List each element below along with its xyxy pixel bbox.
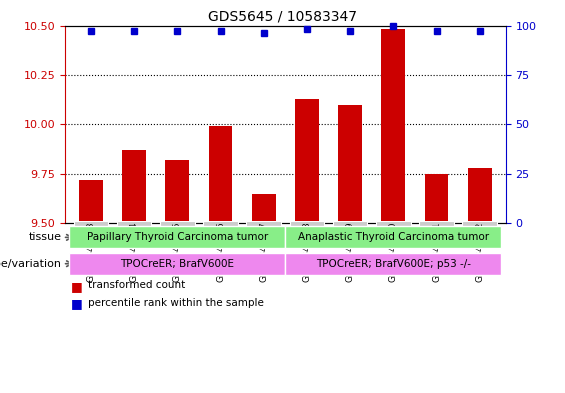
Bar: [425, 174, 449, 223]
Bar: [468, 168, 492, 223]
Text: GSM1348738: GSM1348738: [302, 222, 311, 282]
Text: GSM1348733: GSM1348733: [86, 222, 95, 282]
Bar: [463, 221, 497, 227]
Text: transformed count: transformed count: [88, 280, 185, 290]
Bar: [208, 127, 232, 223]
Bar: [79, 180, 103, 223]
Bar: [73, 221, 108, 227]
Bar: [122, 150, 146, 223]
Bar: [246, 221, 281, 227]
Bar: [333, 221, 367, 227]
Text: GSM1348737: GSM1348737: [259, 222, 268, 282]
Bar: [290, 221, 324, 227]
Text: GSM1348739: GSM1348739: [346, 222, 355, 282]
Bar: [376, 221, 411, 227]
Bar: [203, 221, 238, 227]
Text: GSM1348734: GSM1348734: [129, 222, 138, 282]
Text: GDS5645 / 10583347: GDS5645 / 10583347: [208, 10, 357, 24]
Bar: [285, 253, 501, 275]
Bar: [381, 29, 405, 223]
Bar: [338, 105, 362, 223]
Bar: [160, 221, 194, 227]
Text: TPOCreER; BrafV600E; p53 -/-: TPOCreER; BrafV600E; p53 -/-: [316, 259, 471, 269]
Bar: [69, 253, 285, 275]
Text: GSM1348741: GSM1348741: [432, 222, 441, 282]
Text: GSM1348736: GSM1348736: [216, 222, 225, 282]
Bar: [117, 221, 151, 227]
Bar: [419, 221, 454, 227]
Text: genotype/variation: genotype/variation: [0, 259, 62, 269]
Bar: [285, 226, 501, 248]
Bar: [252, 194, 276, 223]
Bar: [69, 226, 285, 248]
Text: percentile rank within the sample: percentile rank within the sample: [88, 298, 263, 307]
Text: GSM1348735: GSM1348735: [173, 222, 182, 282]
Bar: [295, 99, 319, 223]
Text: GSM1348740: GSM1348740: [389, 222, 398, 282]
Bar: [166, 160, 189, 223]
Text: Anaplastic Thyroid Carcinoma tumor: Anaplastic Thyroid Carcinoma tumor: [298, 232, 489, 242]
Text: ■: ■: [71, 280, 82, 293]
Text: tissue: tissue: [29, 232, 62, 242]
Text: GSM1348742: GSM1348742: [475, 222, 484, 282]
Text: TPOCreER; BrafV600E: TPOCreER; BrafV600E: [120, 259, 234, 269]
Text: ■: ■: [71, 298, 82, 310]
Text: Papillary Thyroid Carcinoma tumor: Papillary Thyroid Carcinoma tumor: [86, 232, 268, 242]
